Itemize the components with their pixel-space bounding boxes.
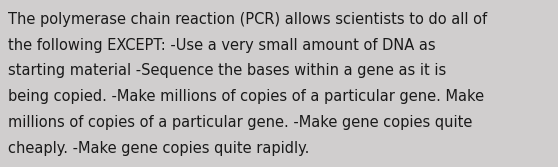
Text: millions of copies of a particular gene. -Make gene copies quite: millions of copies of a particular gene.…: [8, 115, 473, 130]
Text: starting material -Sequence the bases within a gene as it is: starting material -Sequence the bases wi…: [8, 63, 446, 78]
Text: cheaply. -Make gene copies quite rapidly.: cheaply. -Make gene copies quite rapidly…: [8, 141, 310, 156]
Text: the following EXCEPT: -Use a very small amount of DNA as: the following EXCEPT: -Use a very small …: [8, 38, 436, 53]
Text: The polymerase chain reaction (PCR) allows scientists to do all of: The polymerase chain reaction (PCR) allo…: [8, 12, 488, 27]
Text: being copied. -Make millions of copies of a particular gene. Make: being copied. -Make millions of copies o…: [8, 89, 484, 104]
